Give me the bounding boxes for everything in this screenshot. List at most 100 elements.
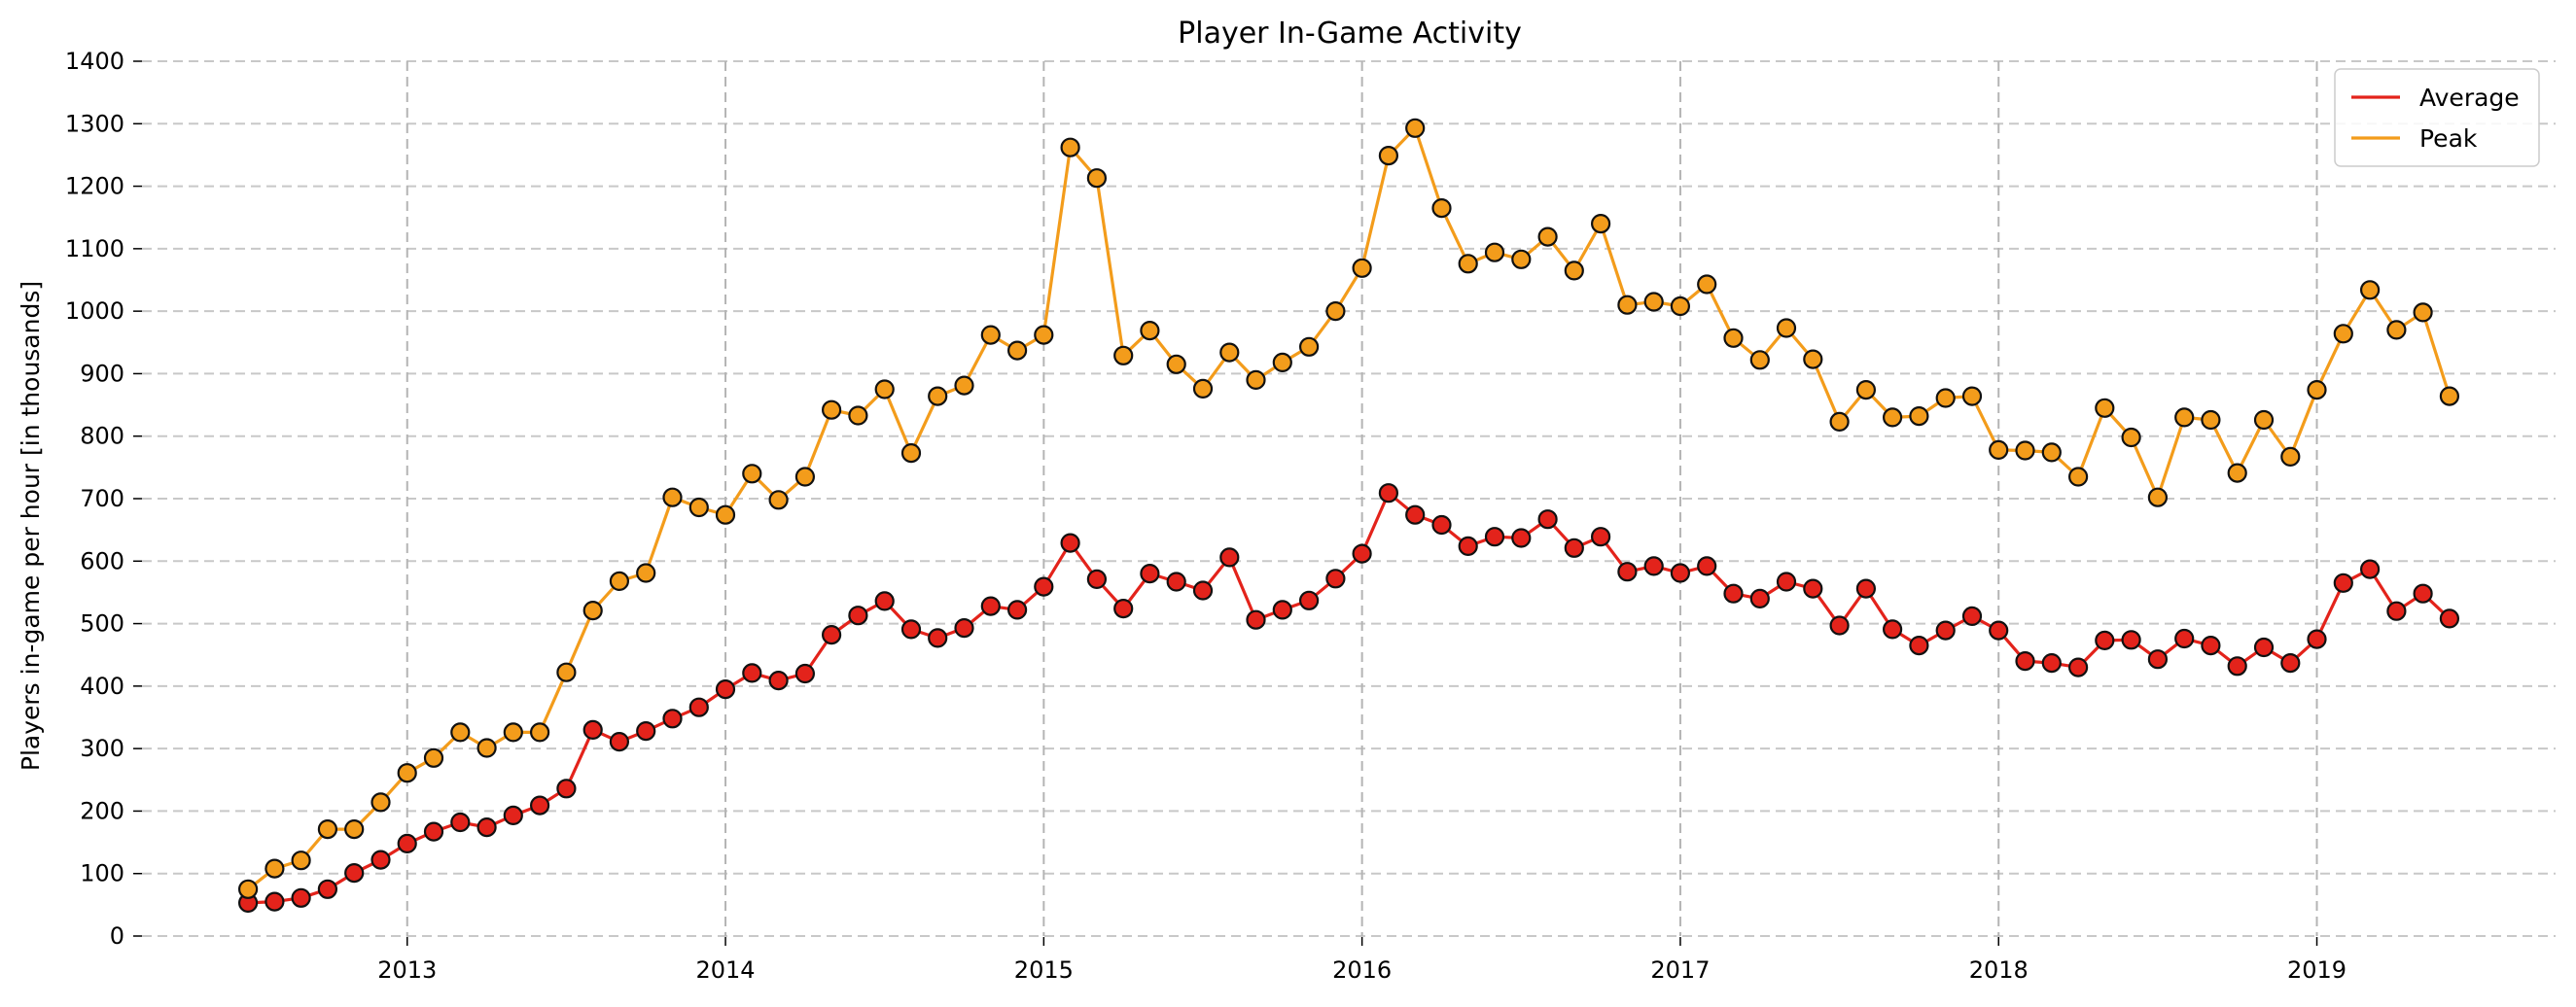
data-point-average xyxy=(556,779,577,799)
data-point-average xyxy=(371,850,391,870)
y-tick-label: 1000 xyxy=(65,297,124,325)
data-point-peak xyxy=(529,722,550,743)
y-tick-label: 200 xyxy=(80,797,124,824)
data-point-peak xyxy=(2174,407,2195,428)
data-point-peak xyxy=(821,399,842,420)
data-point-peak xyxy=(1006,340,1028,361)
data-point-peak xyxy=(2307,380,2327,400)
data-point-average xyxy=(1192,580,1214,601)
data-point-average xyxy=(2227,656,2247,677)
data-point-average xyxy=(344,862,365,884)
data-point-average xyxy=(1776,572,1797,592)
data-point-average xyxy=(848,606,868,626)
data-point-average xyxy=(1961,606,1983,627)
data-point-peak xyxy=(2201,409,2221,431)
data-point-average xyxy=(1219,547,1240,568)
legend: Average Peak xyxy=(2334,68,2540,167)
data-point-peak xyxy=(1723,328,1744,348)
data-point-average xyxy=(2253,637,2275,658)
data-point-average xyxy=(1670,563,1691,583)
data-point-average xyxy=(1590,527,1611,547)
data-point-peak xyxy=(2439,386,2459,406)
data-point-peak xyxy=(1617,295,1638,315)
data-point-average xyxy=(954,617,974,639)
data-point-average xyxy=(794,663,816,684)
data-point-average xyxy=(2386,601,2407,621)
data-point-peak xyxy=(928,386,948,406)
data-point-peak xyxy=(980,325,1001,345)
y-tick-label: 0 xyxy=(110,922,124,950)
data-point-peak xyxy=(2333,324,2353,344)
data-point-average xyxy=(2439,608,2459,629)
data-point-average xyxy=(1006,600,1028,620)
data-point-peak xyxy=(742,464,762,484)
data-point-average xyxy=(1723,583,1744,604)
data-point-peak xyxy=(1803,349,1823,369)
data-point-average xyxy=(529,795,550,816)
data-point-average xyxy=(1564,538,1584,558)
data-point-peak xyxy=(1511,249,1532,269)
data-point-peak xyxy=(2068,467,2089,487)
series-line-average xyxy=(248,491,2451,905)
data-point-average xyxy=(1166,572,1186,592)
data-point-average xyxy=(450,812,471,833)
data-point-average xyxy=(2333,573,2353,593)
data-point-average xyxy=(1803,578,1823,599)
y-axis-label: Players in-game per hour [in thousands] xyxy=(17,281,45,771)
data-point-peak xyxy=(450,722,471,743)
data-point-peak xyxy=(768,490,789,510)
data-point-average xyxy=(2068,657,2089,677)
data-point-average xyxy=(2201,635,2221,656)
x-tick-label: 2019 xyxy=(2287,956,2347,984)
data-point-peak xyxy=(371,792,391,813)
data-point-peak xyxy=(1749,350,1770,370)
chart-title: Player In-Game Activity xyxy=(1178,17,1522,51)
data-point-peak xyxy=(423,747,444,768)
data-point-average xyxy=(1617,562,1638,582)
data-point-average xyxy=(423,821,444,842)
data-point-average xyxy=(1086,569,1108,590)
data-point-average xyxy=(1855,578,1877,599)
data-point-peak xyxy=(662,487,683,507)
series-average xyxy=(238,483,2459,914)
data-point-peak xyxy=(556,662,577,682)
x-tick-label: 2013 xyxy=(377,956,437,984)
data-point-average xyxy=(1829,615,1850,636)
data-point-average xyxy=(291,887,311,908)
data-point-average xyxy=(715,678,736,700)
data-point-peak xyxy=(636,563,656,583)
data-point-average xyxy=(2307,629,2327,649)
data-point-peak xyxy=(1086,168,1108,189)
data-point-peak xyxy=(874,379,895,399)
series-peak xyxy=(238,118,2459,899)
data-point-peak xyxy=(1670,295,1691,317)
data-point-peak xyxy=(2095,398,2115,418)
data-point-peak xyxy=(900,443,922,464)
y-tick-label: 800 xyxy=(80,423,124,450)
data-point-peak xyxy=(1697,274,1717,295)
data-point-average xyxy=(265,891,285,912)
data-point-average xyxy=(1060,533,1080,553)
data-point-peak xyxy=(2121,427,2141,448)
y-axis-ticks: 0 100 200 300 400 500 600 700 800 900 1000 1100 1200… xyxy=(65,48,142,950)
data-point-average xyxy=(476,816,497,838)
data-point-peak xyxy=(1537,226,1558,247)
data-point-average xyxy=(768,670,789,691)
y-tick-label: 1200 xyxy=(65,173,124,200)
data-point-peak xyxy=(794,467,816,487)
data-point-average xyxy=(2413,583,2433,604)
data-point-peak xyxy=(238,879,259,899)
data-point-peak xyxy=(1882,407,1903,428)
data-point-peak xyxy=(582,600,603,621)
x-tick-label: 2017 xyxy=(1650,956,1710,984)
data-point-peak xyxy=(715,504,736,525)
data-point-peak xyxy=(848,405,868,426)
data-point-average xyxy=(1537,509,1558,530)
legend-label: Peak xyxy=(2419,124,2478,153)
data-point-average xyxy=(1484,527,1505,547)
data-point-average xyxy=(2095,630,2115,651)
data-point-peak xyxy=(1590,214,1611,234)
data-point-peak xyxy=(2015,440,2035,461)
y-gridlines xyxy=(142,60,2556,937)
data-point-average xyxy=(582,719,603,741)
